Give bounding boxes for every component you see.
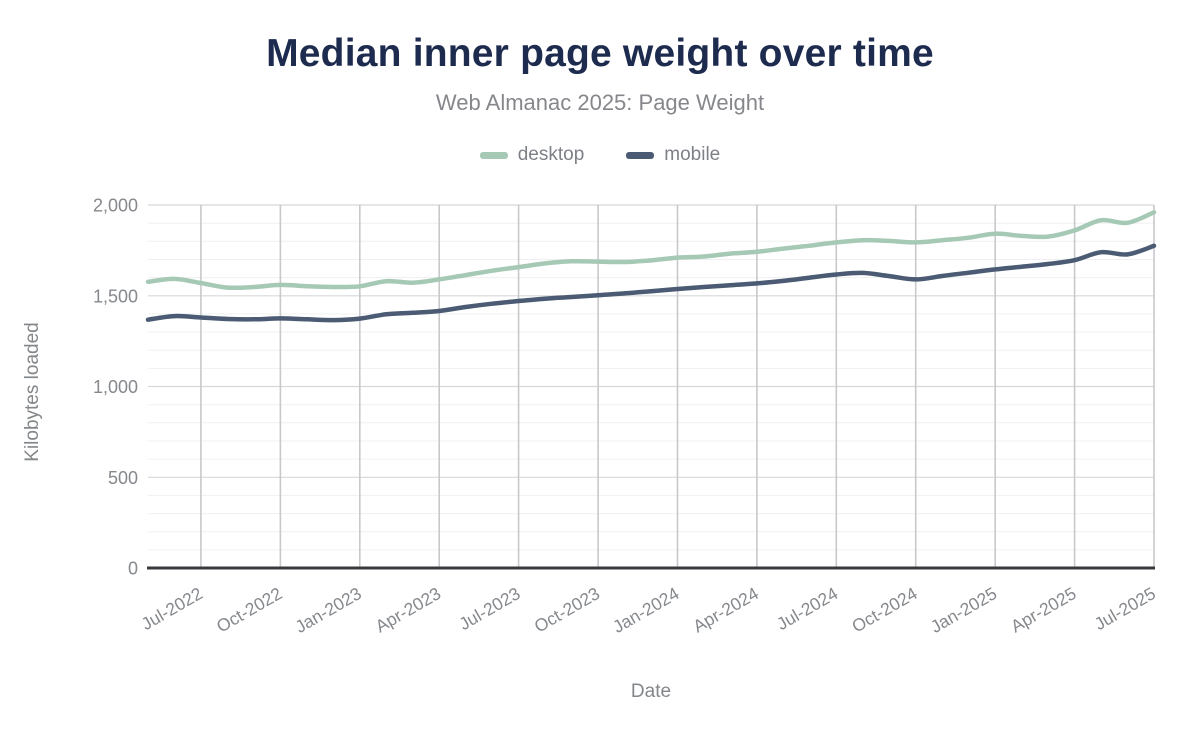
y-tick-label: 1,000	[93, 377, 138, 397]
x-tick-label: Apr-2023	[372, 583, 444, 636]
x-tick-label: Jul-2023	[455, 583, 523, 634]
legend-swatch-desktop	[479, 151, 508, 159]
y-tick-label: 1,500	[93, 286, 138, 306]
series-line-mobile	[145, 243, 1157, 323]
x-tick-label: Oct-2024	[848, 583, 921, 636]
vertical-gridlines	[200, 205, 1155, 568]
x-tick-label: Jan-2023	[292, 583, 365, 637]
legend-item-mobile[interactable]: mobile	[626, 144, 720, 166]
series-line-desktop	[145, 210, 1157, 291]
series-lines	[145, 210, 1157, 323]
legend-swatch-mobile	[626, 151, 655, 159]
chart-subtitle: Web Almanac 2025: Page Weight	[435, 90, 765, 115]
x-tick-label: Oct-2022	[213, 583, 285, 636]
x-tick-label: Jul-2025	[1091, 583, 1159, 634]
x-tick-label: Jan-2025	[927, 583, 1000, 637]
x-tick-label: Apr-2024	[690, 583, 763, 636]
chart-title: Median inner page weight over time	[266, 32, 934, 75]
legend-item-desktop[interactable]: desktop	[479, 144, 585, 166]
x-tick-label: Jan-2024	[609, 583, 682, 637]
horizontal-major-gridlines	[148, 204, 1154, 478]
x-tick-label: Apr-2025	[1007, 583, 1079, 636]
y-tick-label: 500	[108, 468, 138, 488]
legend-label-desktop: desktop	[517, 144, 585, 165]
legend-label-mobile: mobile	[664, 144, 721, 165]
x-axis-title: Date	[631, 681, 671, 702]
x-tick-label: Jul-2024	[773, 583, 841, 634]
y-tick-label: 2,000	[93, 196, 138, 216]
x-tick-label: Oct-2023	[531, 583, 603, 636]
y-tick-labels: 0 500 1,000 1,500 2,000	[93, 196, 138, 579]
horizontal-minor-gridlines	[148, 222, 1154, 551]
y-axis-title: Kilobytes loaded	[22, 322, 43, 461]
y-tick-label: 0	[128, 559, 138, 579]
legend: desktop mobile	[0, 144, 1200, 166]
axis-titles: Kilobytes loaded Date	[22, 322, 671, 702]
x-tick-labels: Jul-2022 Oct-2022 Jan-2023 Apr-2023 Jul-2023…	[138, 583, 1159, 637]
x-tick-label: Jul-2022	[138, 583, 206, 634]
